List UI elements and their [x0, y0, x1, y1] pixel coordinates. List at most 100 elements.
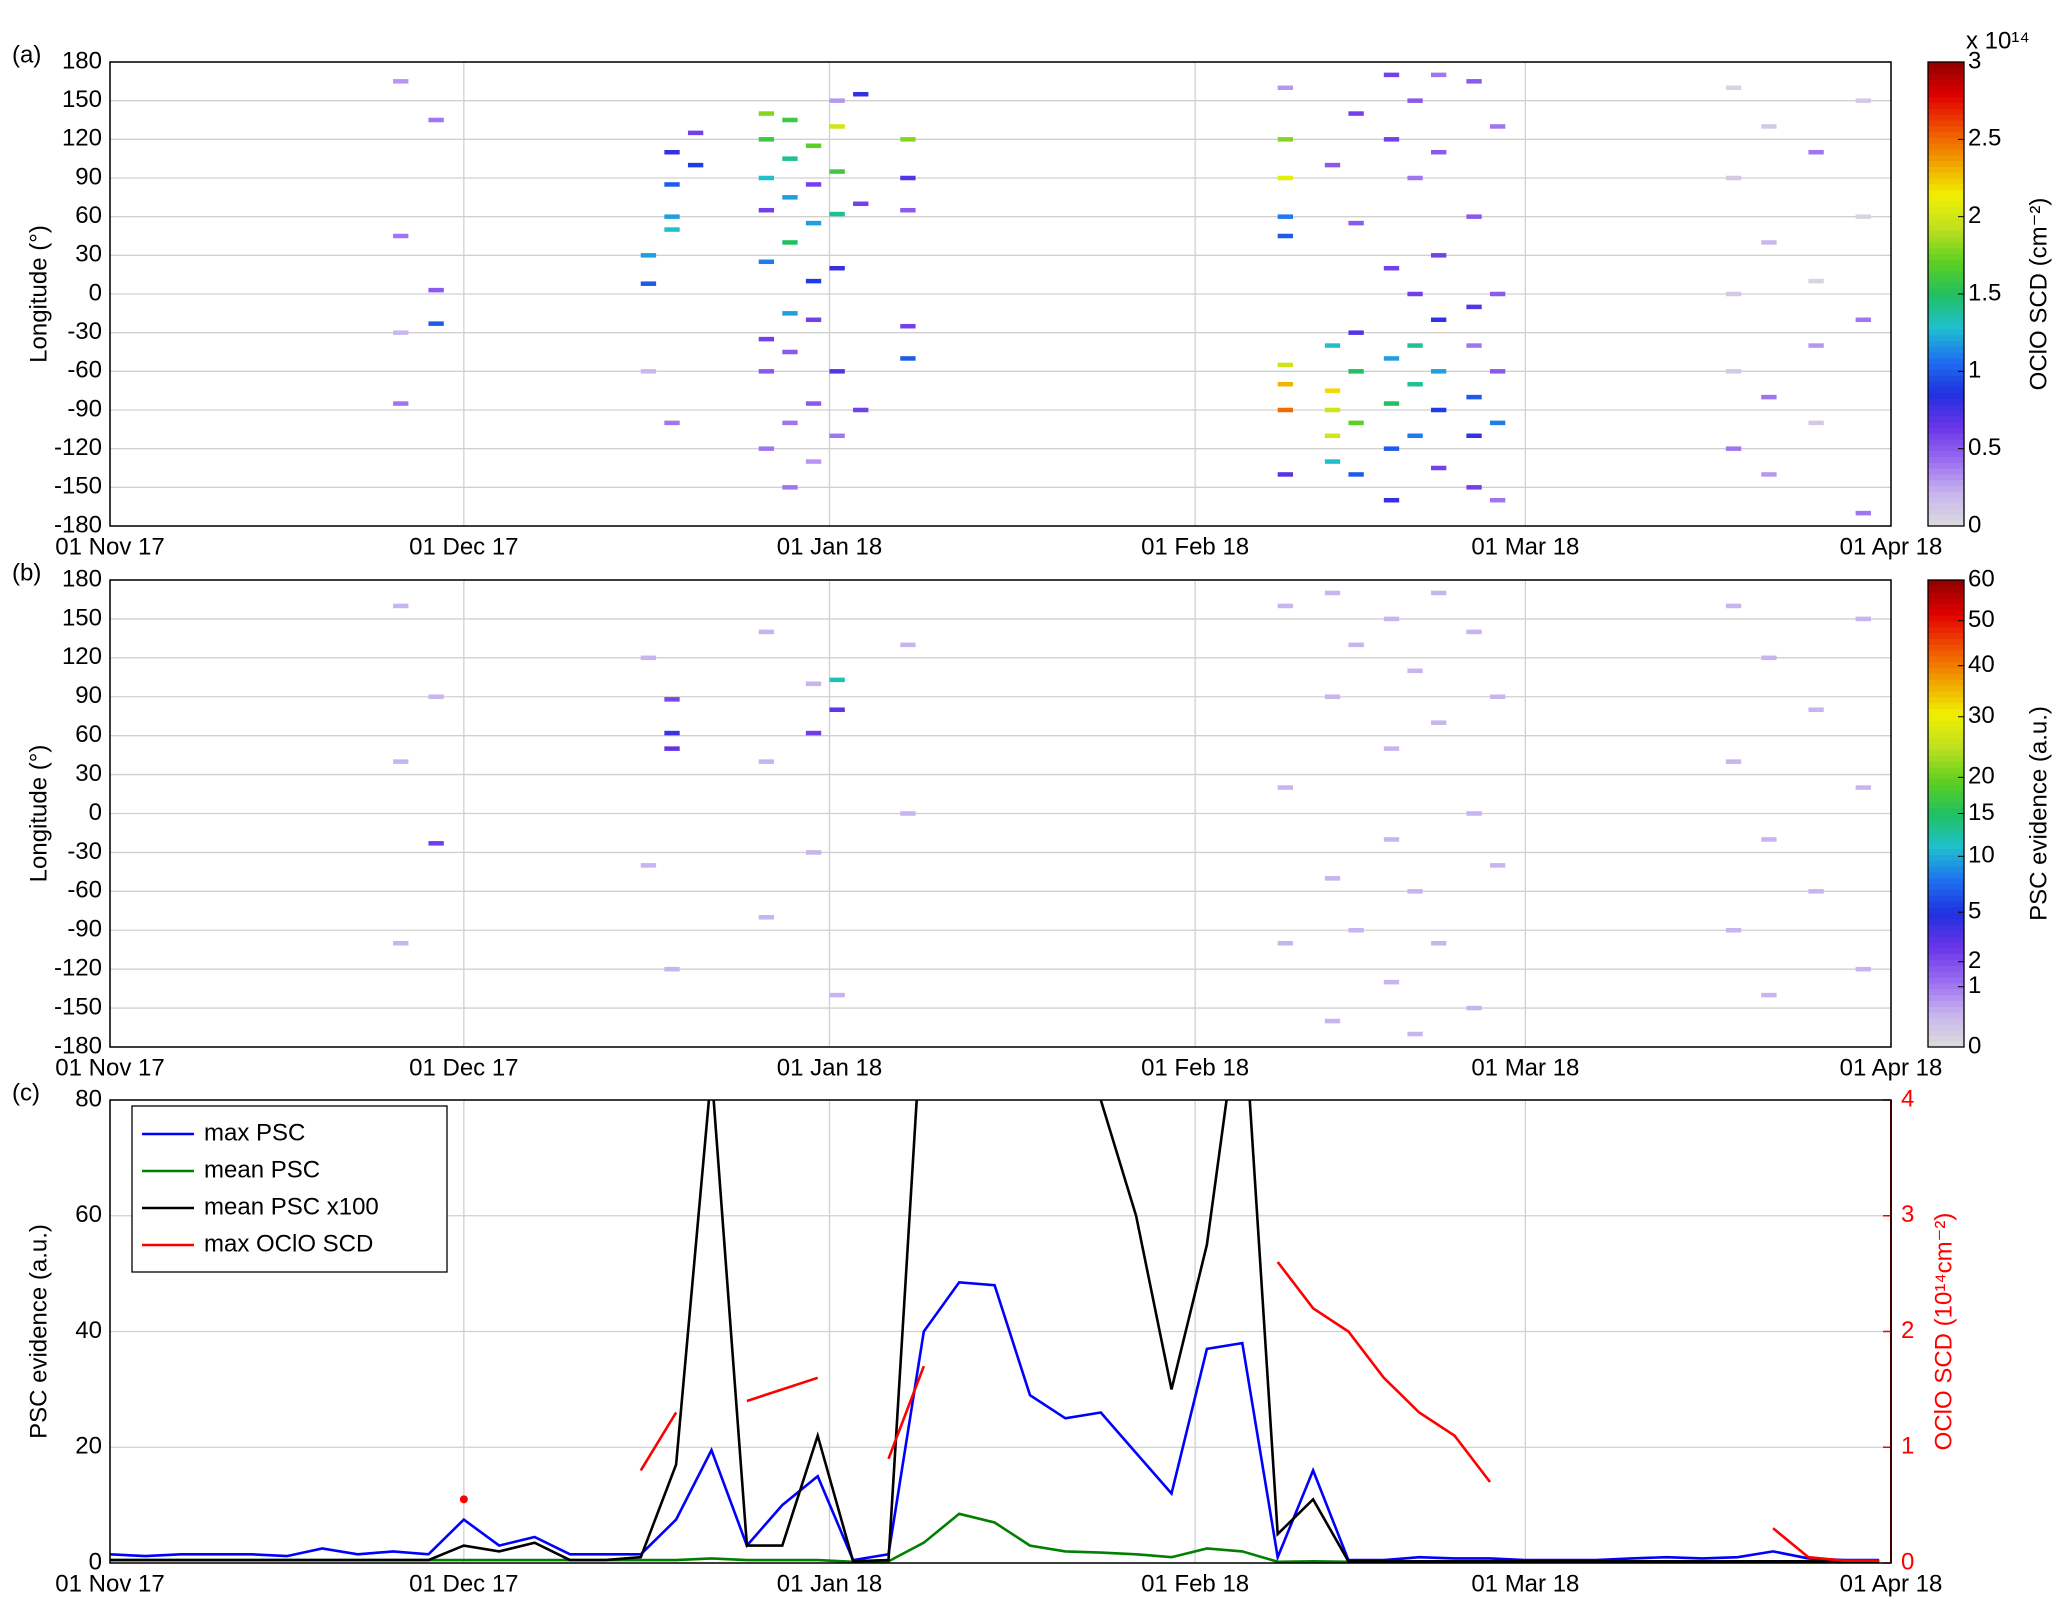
cell [758, 915, 775, 920]
colorbar-segment [1928, 772, 1964, 780]
colorbar-segment [1928, 444, 1964, 452]
colorbar-segment [1928, 953, 1964, 961]
colorbar-segment [1928, 766, 1964, 774]
cell [1383, 356, 1400, 361]
cell [1277, 381, 1294, 387]
colorbar-segment [1928, 720, 1964, 727]
cell [640, 369, 657, 374]
cell [1489, 124, 1506, 129]
colorbar-segment [1928, 982, 1964, 990]
cell [805, 401, 822, 406]
colorbar-segment [1928, 392, 1964, 399]
cell [1725, 85, 1742, 91]
cell [1761, 655, 1777, 661]
cell [1466, 343, 1482, 348]
colorbar-segment [1928, 85, 1964, 92]
cell [853, 91, 869, 97]
cell [1855, 214, 1871, 219]
cell [1489, 420, 1506, 426]
cell [640, 253, 657, 258]
y2-tick-label: 1 [1901, 1433, 1914, 1460]
cell [1466, 214, 1482, 219]
cell [1725, 759, 1742, 764]
cell [782, 240, 798, 245]
legend-label: max PSC [204, 1119, 305, 1146]
colorbar-tick-label: 5 [1968, 898, 1981, 925]
cell [1383, 837, 1400, 842]
cell [1489, 863, 1506, 868]
colorbar-segment [1928, 468, 1964, 475]
colorbar-segment [1928, 357, 1964, 365]
y-axis-label: Longitude (°) [25, 225, 52, 363]
y-tick-label: 0 [89, 1548, 102, 1575]
colorbar-segment [1928, 340, 1964, 347]
cell [1855, 98, 1871, 103]
colorbar-segment [1928, 690, 1964, 698]
colorbar-segment [1928, 667, 1964, 674]
colorbar-tick-label: 0.5 [1968, 434, 2001, 461]
cell [758, 446, 775, 451]
cell [393, 940, 409, 946]
colorbar-segment [1928, 381, 1964, 388]
colorbar-segment [1928, 172, 1964, 179]
cell [1348, 330, 1364, 335]
cell [1431, 407, 1447, 413]
cell [758, 207, 775, 213]
cell [1489, 497, 1506, 503]
x-tick-label: 01 Apr 18 [1840, 1054, 1943, 1081]
colorbar-tick-label: 60 [1968, 565, 1995, 592]
cell [687, 162, 704, 168]
colorbar-segment [1928, 790, 1964, 797]
cell [782, 156, 798, 161]
cell [900, 137, 916, 142]
cell [1348, 642, 1364, 648]
cell [1466, 1005, 1482, 1011]
cell [1324, 162, 1341, 168]
cell [1324, 1018, 1341, 1024]
cell [1407, 1031, 1423, 1037]
colorbar-segment [1928, 79, 1964, 86]
y-tick-label: 80 [75, 1085, 102, 1112]
colorbar-segment [1928, 784, 1964, 791]
colorbar-segment [1928, 108, 1964, 115]
y-tick-label: 20 [75, 1433, 102, 1460]
colorbar-segment [1928, 67, 1964, 75]
cell [758, 259, 775, 265]
line [1772, 1527, 1880, 1562]
cell [782, 311, 798, 316]
colorbar-tick-label: 10 [1968, 842, 1995, 869]
colorbar-segment [1928, 860, 1964, 867]
colorbar-segment [1928, 218, 1964, 225]
cell [640, 655, 657, 661]
colorbar-tick-label: 40 [1968, 651, 1995, 678]
cell [829, 265, 845, 271]
colorbar-segment [1928, 661, 1964, 669]
cell [1431, 253, 1447, 258]
cell [1277, 175, 1294, 181]
colorbar-segment [1928, 276, 1964, 283]
cell [1489, 291, 1506, 297]
cell [1761, 124, 1777, 129]
colorbar-segment [1928, 247, 1964, 254]
cell [805, 850, 822, 855]
colorbar-segment [1928, 288, 1964, 295]
colorbar-segment [1928, 801, 1964, 809]
y2-axis-label: OClO SCD (10¹⁴cm⁻²) [1930, 1213, 1957, 1451]
cell [829, 169, 845, 174]
colorbar-segment [1928, 96, 1964, 104]
cell [1383, 979, 1400, 985]
colorbar-segment [1928, 1011, 1964, 1019]
colorbar-segment [1928, 265, 1964, 272]
y-tick-label: -30 [67, 318, 102, 345]
cell [1431, 149, 1447, 155]
colorbar-segment [1928, 201, 1964, 208]
cell [782, 420, 798, 426]
y-tick-label: -60 [67, 357, 102, 384]
x-tick-label: 01 Jan 18 [777, 1054, 882, 1081]
cell [1431, 940, 1447, 946]
colorbar-segment [1928, 650, 1964, 657]
colorbar-segment [1928, 456, 1964, 463]
colorbar-segment [1928, 91, 1964, 98]
colorbar-segment [1928, 323, 1964, 330]
colorbar-tick-label: 2 [1968, 947, 1981, 974]
